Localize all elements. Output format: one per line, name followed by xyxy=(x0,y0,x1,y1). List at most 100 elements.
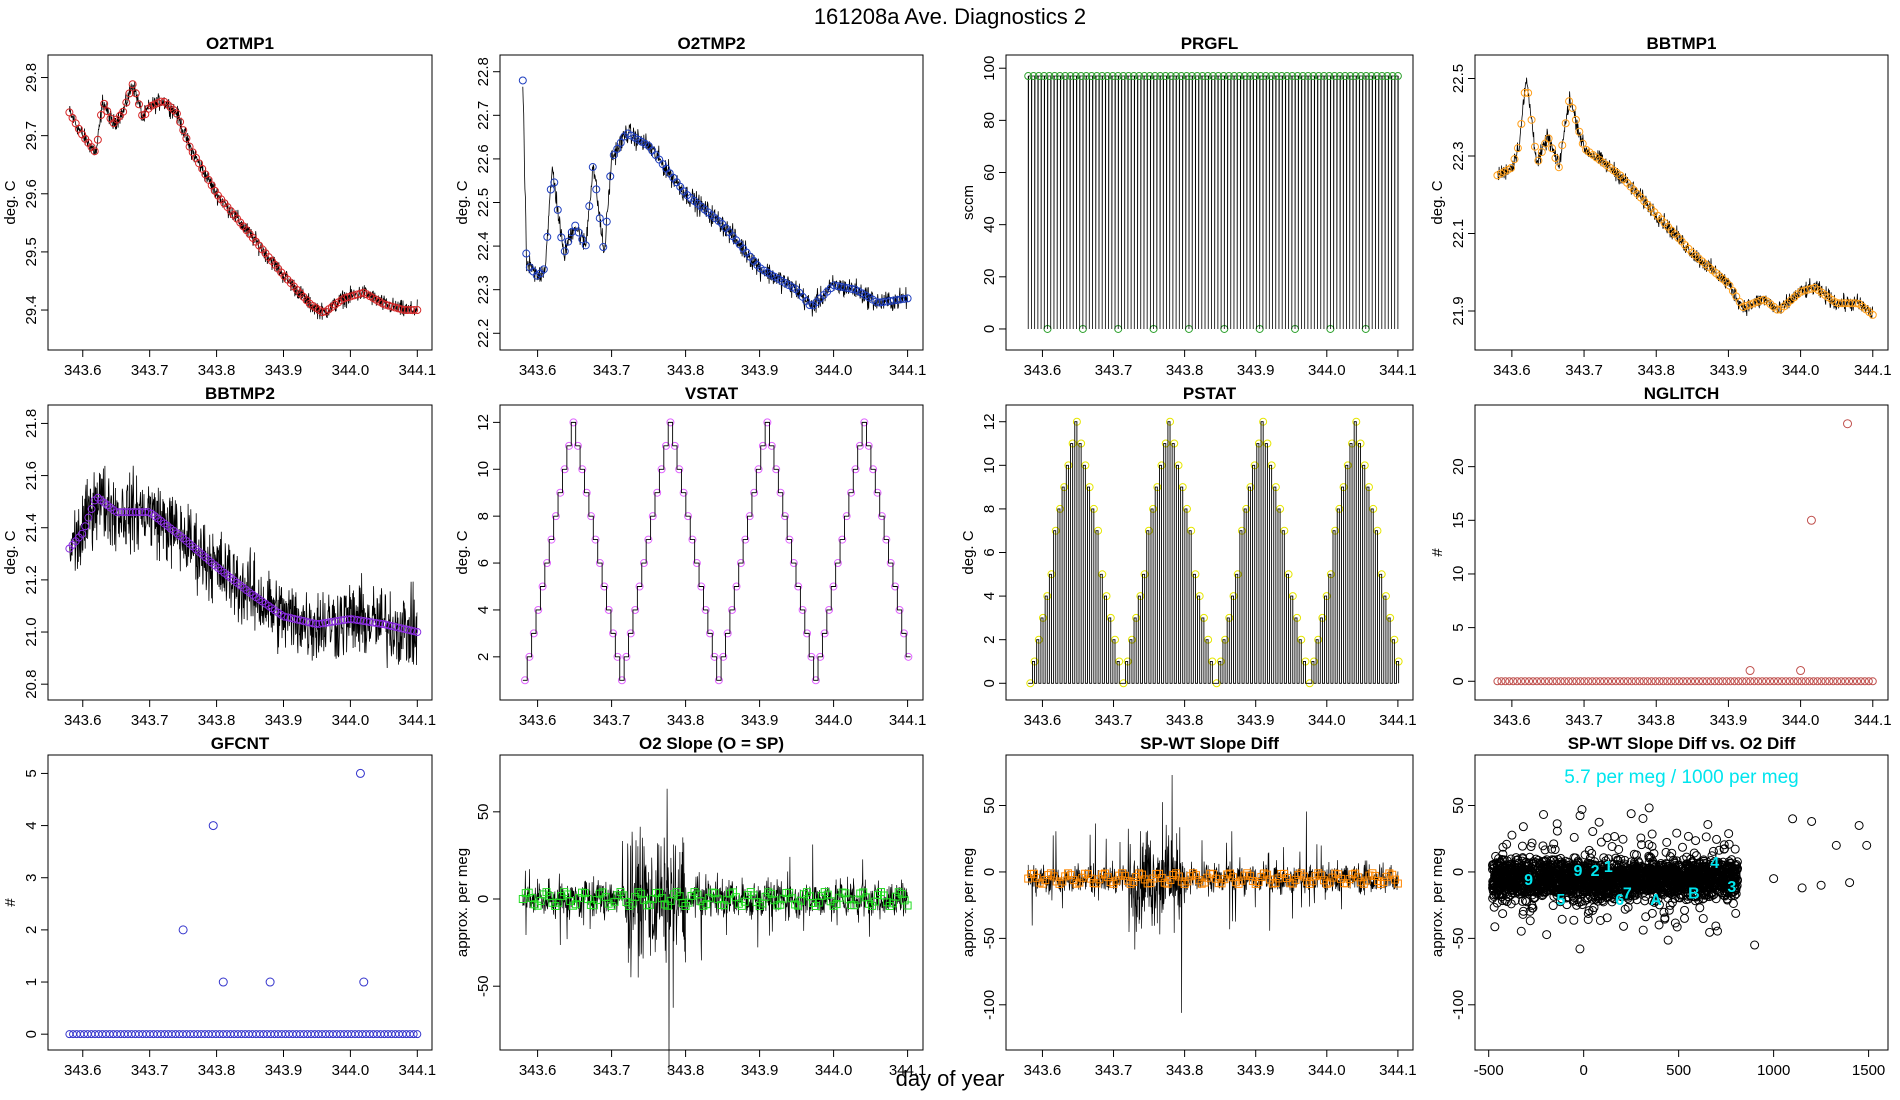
data-point xyxy=(1564,677,1573,686)
data-point xyxy=(334,616,343,625)
data-point xyxy=(115,508,124,517)
data-point xyxy=(640,896,649,905)
data-point xyxy=(178,925,188,935)
plot-title: O2TMP2 xyxy=(677,34,745,53)
data-point xyxy=(560,247,569,256)
data-point xyxy=(1749,299,1758,308)
data-point xyxy=(1371,871,1380,880)
data-point xyxy=(807,652,816,661)
data-point xyxy=(550,178,559,187)
data-point xyxy=(1243,869,1252,878)
plot-title: BBTMP1 xyxy=(1647,34,1717,53)
data-point xyxy=(1698,914,1708,924)
panel-prgfl: PRGFL 343.6 343.7 343.8 343.9 344.0 344.1 0 20 40… xyxy=(960,34,1417,379)
y-tick-label: 60 xyxy=(981,164,998,181)
plot-title: PSTAT xyxy=(1183,384,1237,403)
data-point xyxy=(103,107,112,116)
y-tick-label: 10 xyxy=(1450,566,1467,583)
data-point xyxy=(785,888,794,897)
data-point xyxy=(692,559,701,568)
data-point xyxy=(1849,677,1858,686)
data-point xyxy=(1549,839,1559,849)
data-point xyxy=(1220,875,1229,884)
data-point xyxy=(1274,874,1283,883)
data-point xyxy=(1720,880,1730,890)
y-tick-label: 0 xyxy=(1450,868,1467,876)
data-point xyxy=(1267,72,1276,81)
data-point xyxy=(122,98,131,107)
x-tick-label: 343.7 xyxy=(1565,712,1603,729)
x-tick-label: 343.6 xyxy=(519,362,557,379)
data-point xyxy=(1631,677,1640,686)
data-point xyxy=(850,901,859,910)
y-tick-label: 40 xyxy=(981,216,998,233)
data-point xyxy=(1608,677,1617,686)
data-point xyxy=(1672,828,1682,838)
data-point xyxy=(1511,853,1521,863)
data-point xyxy=(1596,677,1605,686)
data-point xyxy=(529,629,538,638)
data-point xyxy=(1527,838,1537,848)
plot-frame xyxy=(1474,754,1889,1051)
data-point xyxy=(131,508,140,517)
data-point xyxy=(1540,677,1549,686)
plot-title: GFCNT xyxy=(211,734,270,753)
data-point xyxy=(785,535,794,544)
data-point xyxy=(832,900,841,909)
x-tick-label: 343.6 xyxy=(1493,362,1531,379)
y-axis-label: # xyxy=(1429,548,1446,557)
data-point xyxy=(761,892,770,901)
data-point xyxy=(413,628,422,637)
data-point xyxy=(539,265,548,274)
data-point xyxy=(864,441,873,450)
data-point xyxy=(1610,832,1620,842)
data-point xyxy=(1655,677,1664,686)
data-point xyxy=(1651,677,1660,686)
data-point xyxy=(1685,863,1695,873)
data-point xyxy=(182,134,191,143)
data-point xyxy=(1543,865,1553,875)
y-axis-label: deg. C xyxy=(454,530,471,574)
data-point xyxy=(1536,677,1545,686)
data-point xyxy=(1659,867,1669,877)
data-point xyxy=(631,605,640,614)
data-point xyxy=(331,617,340,626)
x-tick-label: 343.9 xyxy=(1710,712,1748,729)
data-point xyxy=(1630,866,1640,876)
data-line xyxy=(69,465,418,669)
data-point xyxy=(1649,848,1659,858)
data-point xyxy=(1282,874,1291,883)
data-point xyxy=(1240,72,1249,81)
y-tick-label: 50 xyxy=(1450,797,1467,814)
data-point xyxy=(1807,816,1817,826)
data-point xyxy=(862,893,871,902)
data-point xyxy=(1623,677,1632,686)
data-point xyxy=(1156,72,1165,81)
y-tick-label: 29.8 xyxy=(23,63,40,92)
data-point xyxy=(1055,72,1064,81)
data-point xyxy=(1248,876,1257,885)
data-point xyxy=(1319,72,1328,81)
data-point xyxy=(1868,310,1877,319)
data-point xyxy=(572,900,581,909)
data-point xyxy=(767,889,776,898)
data-point xyxy=(1172,72,1181,81)
data-point xyxy=(1539,809,1549,819)
data-line xyxy=(1497,77,1874,319)
data-point xyxy=(1368,869,1377,878)
data-point xyxy=(1637,868,1647,878)
data-series: 959 2 167 A B43 xyxy=(1488,803,1872,954)
data-point xyxy=(1346,72,1355,81)
data-point xyxy=(788,894,797,903)
panel-o2-slope-o-sp-: O2 Slope (O = SP) 343.6 343.7 343.8 343.9 344… xyxy=(454,734,926,1079)
data-point xyxy=(1714,677,1723,686)
data-point xyxy=(1596,837,1606,847)
data-point xyxy=(1499,874,1509,884)
x-tick-label: 343.9 xyxy=(265,1062,303,1079)
data-point xyxy=(1372,72,1381,81)
data-point xyxy=(1388,870,1397,879)
y-tick-label: 20 xyxy=(1450,458,1467,475)
data-point xyxy=(604,899,613,908)
data-point xyxy=(413,306,422,315)
data-point xyxy=(1687,677,1696,686)
